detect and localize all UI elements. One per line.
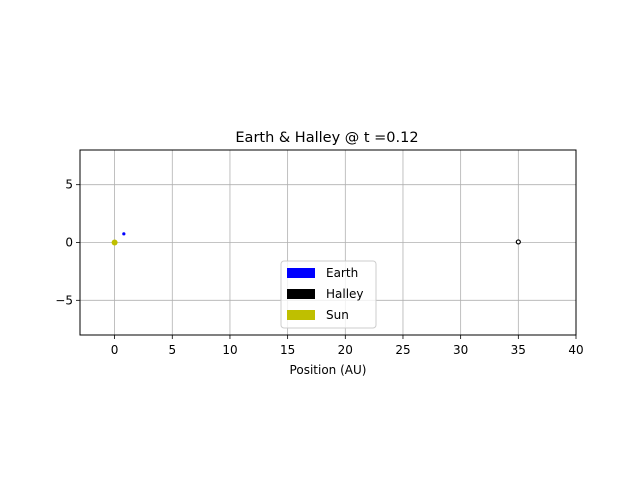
x-tick-label: 0 xyxy=(111,343,119,357)
halley-point xyxy=(515,239,521,245)
axis-ticks: 0 5 10 15 20 25 30 35 40 −5 0 5 xyxy=(55,178,583,357)
legend: Earth Halley Sun xyxy=(280,260,377,329)
legend-swatch-halley xyxy=(287,289,315,299)
legend-label-sun: Sun xyxy=(326,308,349,322)
x-tick-label: 30 xyxy=(453,343,468,357)
x-tick-label: 15 xyxy=(280,343,295,357)
y-tick-label: −5 xyxy=(55,293,73,307)
x-tick-label: 10 xyxy=(222,343,237,357)
legend-swatch-sun xyxy=(287,310,315,320)
data-points xyxy=(111,232,521,246)
sun-point xyxy=(111,239,118,246)
x-tick-label: 35 xyxy=(511,343,526,357)
legend-label-halley: Halley xyxy=(326,287,364,301)
chart-title: Earth & Halley @ t =0.12 xyxy=(235,130,418,146)
earth-point xyxy=(122,232,126,236)
x-axis-label: Position (AU) xyxy=(290,363,367,377)
y-tick-label: 0 xyxy=(65,236,73,250)
legend-label-earth: Earth xyxy=(326,266,358,280)
legend-swatch-earth xyxy=(287,268,315,278)
x-tick-label: 5 xyxy=(168,343,176,357)
x-tick-label: 40 xyxy=(568,343,583,357)
x-tick-label: 20 xyxy=(338,343,353,357)
x-tick-label: 25 xyxy=(395,343,410,357)
y-tick-label: 5 xyxy=(65,178,73,192)
